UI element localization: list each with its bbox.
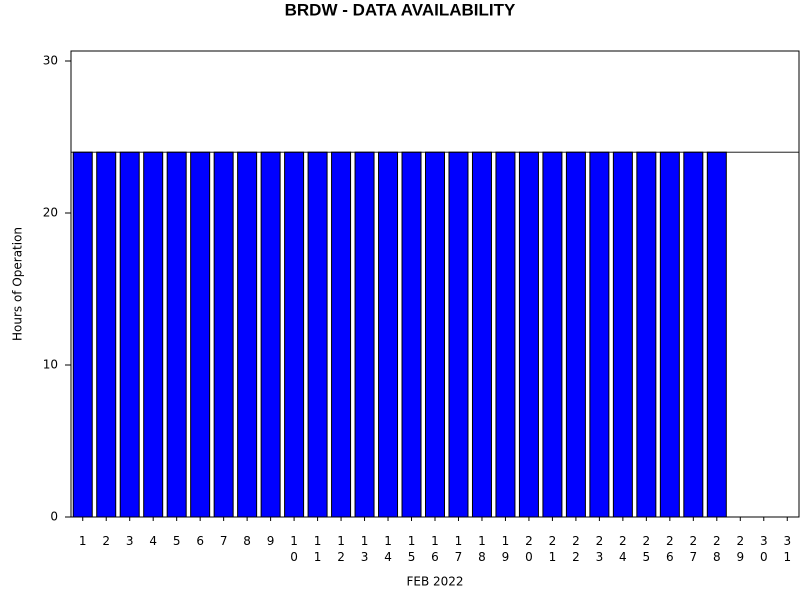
y-tick-label: 0 <box>50 510 58 524</box>
bar <box>401 151 422 518</box>
bar <box>471 151 492 518</box>
bar <box>425 151 445 518</box>
x-tick-label: 7 <box>220 534 228 548</box>
y-tick-label: 20 <box>43 206 58 220</box>
bar <box>119 151 140 518</box>
bar <box>354 151 375 518</box>
bar <box>636 151 657 518</box>
bar <box>307 151 328 518</box>
bar <box>143 151 164 518</box>
x-tick-label: 9 <box>267 534 275 548</box>
bar <box>213 151 234 518</box>
bar <box>96 151 117 518</box>
y-axis-label: Hours of Operation <box>11 227 25 341</box>
bar <box>565 151 586 518</box>
bar <box>706 151 727 518</box>
bar <box>260 151 281 518</box>
bar <box>495 151 516 518</box>
bar <box>589 151 610 518</box>
bar <box>72 151 93 518</box>
x-tick-label: 3 <box>126 534 134 548</box>
x-tick-label: 1 <box>79 534 87 548</box>
bar <box>166 151 187 518</box>
bar <box>659 151 680 518</box>
bar <box>190 151 211 518</box>
x-tick-label: 4 <box>149 534 157 548</box>
x-axis-label: FEB 2022 <box>406 575 463 589</box>
bar <box>518 151 539 518</box>
y-tick-label: 10 <box>43 358 58 372</box>
bar <box>612 151 633 518</box>
bar <box>237 151 258 518</box>
x-tick-label: 2 <box>102 534 110 548</box>
x-tick-label: 8 <box>243 534 251 548</box>
bar <box>542 151 563 518</box>
x-tick-label: 6 <box>196 534 204 548</box>
bar <box>683 151 704 518</box>
bar <box>378 151 399 518</box>
y-tick-label: 30 <box>43 54 58 68</box>
chart-title: BRDW - DATA AVAILABILITY <box>285 0 516 19</box>
bar <box>284 151 305 518</box>
x-tick-label: 5 <box>173 534 181 548</box>
bar <box>331 151 352 518</box>
bar <box>448 151 469 518</box>
